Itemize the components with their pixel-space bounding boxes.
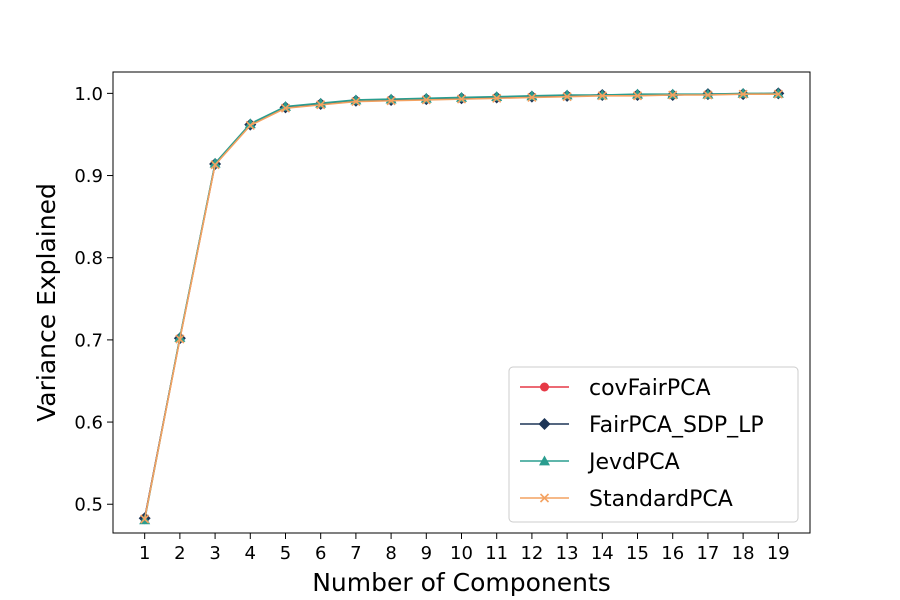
data-point-standardpca — [456, 94, 467, 104]
x-tick-label: 19 — [767, 543, 790, 564]
data-point-standardpca — [175, 334, 185, 344]
data-point-standardpca — [421, 95, 431, 105]
x-tick-label: 7 — [350, 543, 361, 564]
data-point-jevdpca — [702, 88, 714, 99]
data-point-jevdpca — [209, 157, 221, 168]
x-tick-label: 1 — [139, 543, 150, 564]
legend-box — [508, 366, 799, 523]
data-point-standardpca — [492, 93, 502, 103]
data-point-standardpca — [280, 103, 291, 113]
y-tick-label: 1.0 — [74, 84, 103, 105]
chart-marks — [138, 87, 785, 525]
legend-marker-jevdpca — [539, 455, 550, 466]
y-axis-ticks: 0.5 0.6 0.7 0.8 0.9 1.0 — [74, 84, 113, 516]
data-point-standardpca — [668, 90, 678, 100]
x-tick-label: 13 — [556, 543, 579, 564]
x-axis-label: Number of Components — [312, 568, 611, 597]
y-tick-label: 0.6 — [74, 413, 103, 434]
legend-label-jevdpca: JevdPCA — [587, 450, 680, 475]
data-point-standardpca — [703, 90, 713, 100]
x-tick-label: 5 — [280, 543, 291, 564]
data-point-standardpca — [562, 92, 572, 102]
data-point-jevdpca — [737, 87, 749, 98]
data-point-standardpca — [316, 100, 326, 110]
x-tick-label: 3 — [209, 543, 220, 564]
x-tick-label: 8 — [385, 543, 396, 564]
data-point-jevdpca — [772, 87, 784, 98]
x-tick-label: 10 — [450, 543, 473, 564]
x-tick-label: 16 — [661, 543, 684, 564]
x-tick-label: 4 — [245, 543, 256, 564]
x-tick-label: 15 — [626, 543, 649, 564]
data-point-standardpca — [527, 92, 537, 103]
x-axis-ticks: 1 2 3 4 5 6 7 8 9 10 11 12 13 14 15 16 17 18 19 — [139, 533, 790, 564]
y-tick-label: 0.9 — [74, 166, 103, 187]
data-point-jevdpca — [596, 89, 608, 100]
data-point-standardpca — [632, 91, 643, 101]
x-tick-label: 6 — [315, 543, 326, 564]
y-tick-label: 0.5 — [74, 495, 103, 516]
x-tick-label: 2 — [174, 543, 185, 564]
legend-marker-fairpca-sdp-lp — [538, 418, 551, 430]
plot-frame — [112, 71, 811, 534]
y-tick-label: 0.7 — [74, 330, 103, 351]
data-point-standardpca — [738, 89, 748, 99]
x-tick-label: 9 — [421, 543, 432, 564]
x-tick-label: 17 — [696, 543, 719, 564]
data-point-standardpca — [210, 160, 220, 170]
data-point-standardpca — [351, 97, 361, 107]
legend-label-fairpca-sdp-lp: FairPCA_SDP_LP — [589, 413, 764, 438]
y-tick-label: 0.8 — [74, 248, 103, 269]
y-axis-label: Variance Explained — [32, 183, 61, 422]
data-point-standardpca — [245, 120, 255, 130]
x-tick-label: 14 — [591, 543, 614, 564]
x-tick-label: 18 — [732, 543, 755, 564]
legend-label-standardpca: StandardPCA — [589, 487, 733, 512]
data-point-standardpca — [773, 89, 783, 99]
legend: covFairPCA FairPCA_SDP_LP JevdPCA StandardP… — [508, 366, 799, 523]
data-point-jevdpca — [244, 118, 256, 129]
data-point-standardpca — [140, 514, 150, 524]
x-tick-label: 12 — [520, 543, 543, 564]
data-point-jevdpca — [667, 88, 679, 99]
legend-label-covfairpca: covFairPCA — [589, 376, 711, 401]
data-point-standardpca — [386, 96, 396, 106]
legend-marker-standardpca — [539, 493, 550, 503]
legend-marker-covfairpca — [540, 382, 549, 392]
data-point-standardpca — [597, 91, 607, 101]
x-tick-label: 11 — [485, 543, 508, 564]
